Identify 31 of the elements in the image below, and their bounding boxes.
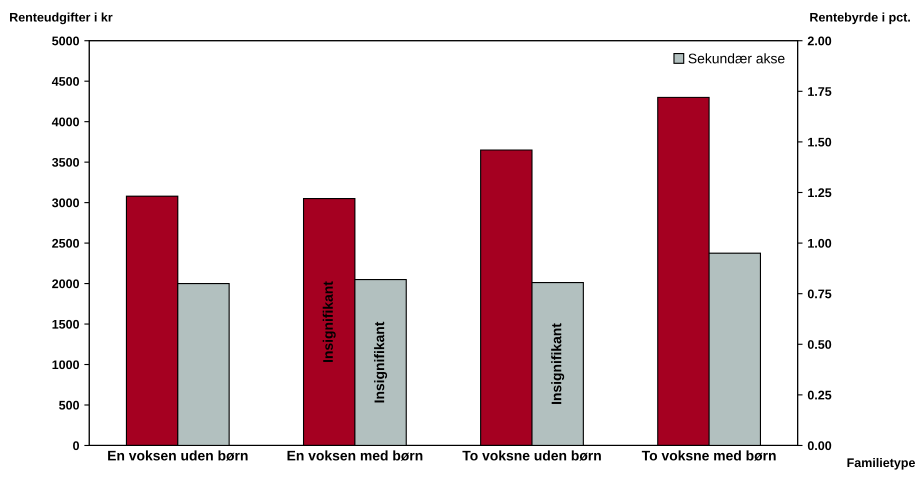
data-label: Insignifikant bbox=[374, 322, 388, 402]
data-label: Insignifikant bbox=[551, 323, 564, 404]
y-tick-label: 3000 bbox=[52, 198, 80, 208]
y-tick-label: 2500 bbox=[52, 238, 80, 248]
y-tick-label: 4500 bbox=[52, 76, 80, 86]
y-tick-label: 0 bbox=[73, 441, 80, 450]
x-tick-label: En voksen uden børn bbox=[108, 450, 248, 461]
x-tick-label: To voksne uden børn bbox=[462, 450, 601, 461]
y2-tick-label: 1.75 bbox=[808, 87, 832, 96]
y2-tick-label: 0.25 bbox=[808, 390, 832, 400]
y-tick-label: 4000 bbox=[52, 117, 80, 126]
x-tick-label: To voksne med børn bbox=[642, 450, 776, 461]
y-tick-label: 500 bbox=[59, 400, 80, 410]
y-tick-label: 5000 bbox=[52, 36, 80, 46]
y-tick-label: 3500 bbox=[52, 158, 80, 167]
y-tick-label: 2000 bbox=[52, 279, 80, 288]
y2-axis-title: Rentebyrde i pct. bbox=[810, 12, 910, 24]
y2-tick-label: 2.00 bbox=[808, 36, 832, 46]
y2-tick-label: 1.00 bbox=[808, 238, 832, 248]
x-axis-title: Familietype bbox=[847, 458, 915, 470]
y-axis-title: Renteudgifter i kr bbox=[10, 12, 112, 24]
y2-tick-label: 0.00 bbox=[808, 441, 832, 450]
y2-tick-label: 0.50 bbox=[808, 340, 832, 349]
y2-tick-label: 1.25 bbox=[808, 188, 832, 198]
legend-label: Sekundær akse bbox=[688, 53, 785, 64]
y2-tick-label: 1.50 bbox=[808, 138, 832, 147]
x-tick-label: En voksen med børn bbox=[288, 450, 422, 461]
data-label: Insignifikant bbox=[322, 281, 336, 362]
y2-tick-label: 0.75 bbox=[808, 289, 832, 298]
y-tick-label: 1500 bbox=[52, 320, 80, 329]
y-tick-label: 1000 bbox=[52, 360, 80, 370]
